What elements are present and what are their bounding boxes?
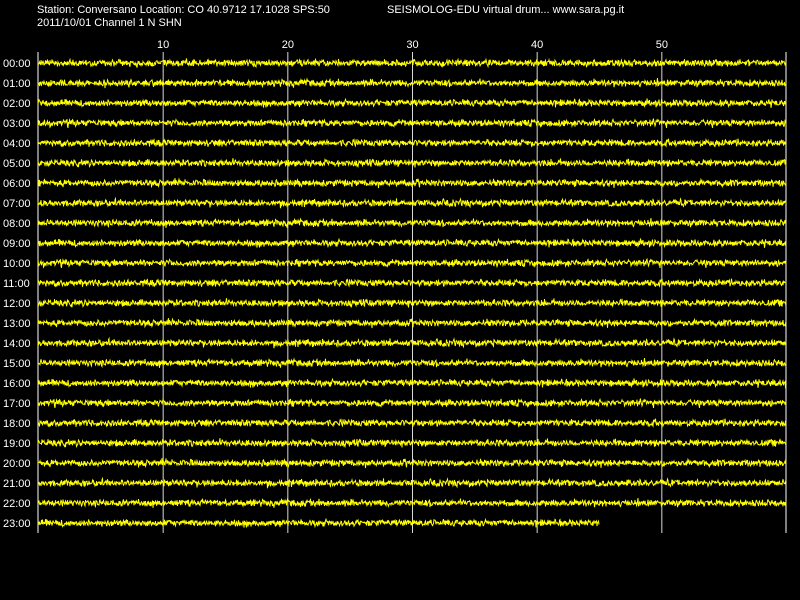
seismic-trace-0200: [37, 97, 787, 109]
seismic-trace-0700: [37, 196, 787, 209]
seismic-trace-2000: [37, 457, 787, 469]
hour-row-label: 14:00: [3, 338, 31, 350]
seismic-trace-2300: [37, 517, 600, 529]
hour-row-label: 23:00: [3, 518, 31, 530]
x-tick-label: 30: [406, 39, 418, 51]
hour-row-label: 00:00: [3, 58, 31, 70]
seismic-trace-1900: [37, 438, 787, 449]
seismic-trace-1700: [37, 397, 787, 409]
hour-row-label: 11:00: [3, 278, 30, 290]
hour-row-label: 02:00: [3, 98, 31, 110]
hour-row-label: 08:00: [3, 218, 31, 230]
seismic-trace-1600: [37, 377, 787, 389]
hour-row-label: 05:00: [3, 158, 31, 170]
hour-row-label: 04:00: [3, 138, 31, 150]
seismic-trace-1200: [37, 298, 787, 309]
seismic-trace-0100: [37, 77, 787, 89]
hour-row-label: 09:00: [3, 238, 31, 250]
hour-row-label: 19:00: [3, 438, 31, 450]
seismic-trace-1500: [37, 357, 787, 369]
hour-row-label: 10:00: [3, 258, 31, 270]
seismic-trace-1400: [37, 336, 787, 349]
seismic-trace-1800: [38, 418, 787, 428]
seismic-trace-2200: [37, 497, 787, 509]
hour-row-label: 13:00: [3, 318, 31, 330]
hour-row-label: 03:00: [3, 118, 31, 130]
seismic-trace-0300: [37, 117, 787, 129]
hour-row-label: 06:00: [3, 178, 31, 190]
seismic-trace-2100: [37, 476, 787, 489]
seismic-trace-1300: [37, 317, 787, 329]
x-tick-label: 50: [656, 39, 668, 51]
hour-row-label: 16:00: [3, 378, 31, 390]
x-tick-label: 10: [157, 39, 169, 51]
hour-row-label: 07:00: [3, 198, 31, 210]
hour-row-label: 22:00: [3, 498, 31, 510]
date-channel-info: 2011/10/01 Channel 1 N SHN: [37, 17, 182, 29]
hour-row-label: 18:00: [3, 418, 31, 430]
hour-row-label: 21:00: [3, 478, 31, 490]
station-info: Station: Conversano Location: CO 40.9712…: [37, 4, 330, 16]
seismic-trace-0600: [37, 177, 787, 189]
hour-row-label: 20:00: [3, 458, 31, 470]
seismic-trace-0900: [37, 237, 787, 249]
hour-row-label: 01:00: [3, 78, 31, 90]
drum-title: SEISMOLOG-EDU virtual drum... www.sara.p…: [387, 4, 625, 16]
seismic-trace-0400: [37, 138, 787, 148]
hour-row-label: 12:00: [3, 298, 31, 310]
seismic-trace-1100: [37, 278, 787, 288]
hour-row-label: 15:00: [3, 358, 31, 370]
seismic-trace-1000: [37, 257, 787, 269]
seismic-trace-0500: [37, 158, 787, 169]
x-tick-label: 40: [531, 39, 543, 51]
seismic-trace-0000: [37, 57, 787, 69]
seismic-trace-0800: [37, 217, 787, 229]
x-tick-label: 20: [282, 39, 294, 51]
hour-row-label: 17:00: [3, 398, 31, 410]
